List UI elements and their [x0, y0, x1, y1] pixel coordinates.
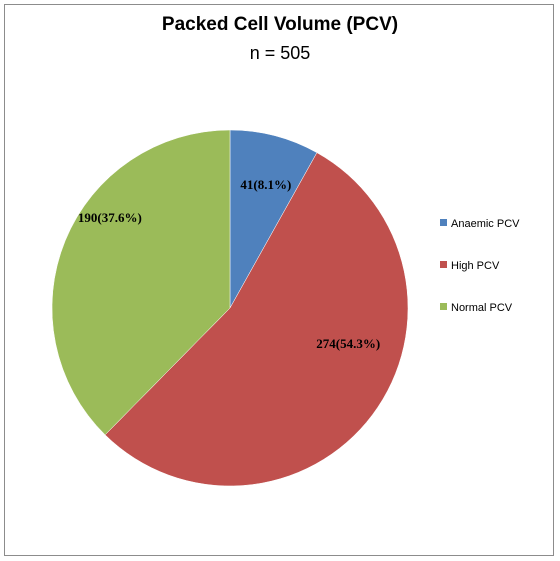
pie-slice-normal-pcv	[51, 129, 231, 436]
legend-swatch-high-pcv	[440, 261, 447, 268]
legend-label-high-pcv: High PCV	[451, 260, 500, 272]
pie-slice-high-pcv	[104, 152, 409, 487]
legend-label-normal-pcv: Normal PCV	[451, 302, 513, 314]
chart-subtitle: n = 505	[249, 43, 311, 63]
data-label-anaemic-pcv: 41(8.1%)	[240, 177, 291, 192]
legend-swatch-normal-pcv	[440, 303, 447, 310]
chart-title: Packed Cell Volume (PCV)	[161, 14, 399, 35]
legend: Anaemic PCV High PCV Normal PCV	[440, 218, 520, 314]
pie-slices	[51, 129, 409, 487]
legend-label-anaemic-pcv: Anaemic PCV	[451, 218, 520, 230]
data-label-high-pcv: 274(54.3%)	[316, 336, 380, 351]
pie-slice-anaemic-pcv	[229, 129, 318, 309]
data-label-normal-pcv: 190(37.6%)	[78, 210, 142, 225]
legend-swatch-anaemic-pcv	[440, 219, 447, 226]
pie-labels: 41(8.1%) 274(54.3%) 190(37.6%)	[78, 177, 380, 351]
